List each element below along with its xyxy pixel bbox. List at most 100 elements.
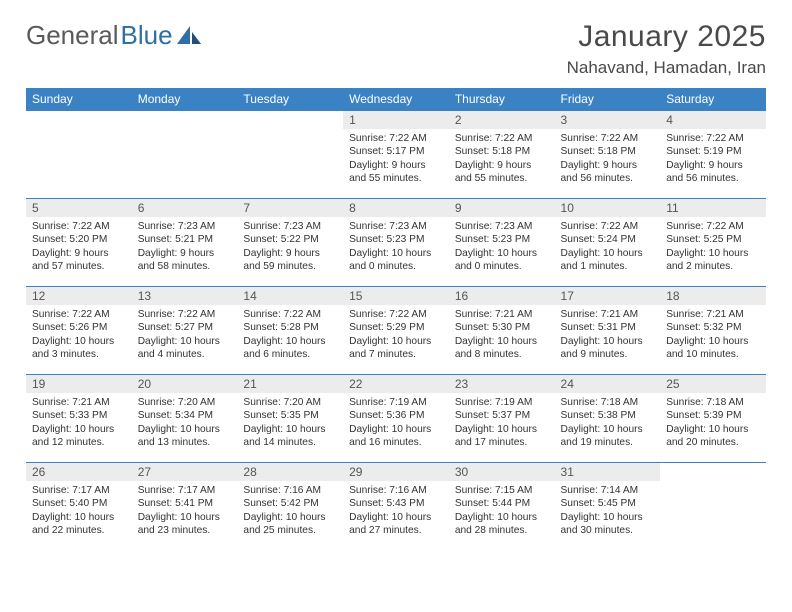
- calendar-cell: 28Sunrise: 7:16 AMSunset: 5:42 PMDayligh…: [237, 463, 343, 551]
- weekday-header: Monday: [132, 88, 238, 111]
- day-number: 29: [343, 463, 449, 481]
- calendar-cell: 7Sunrise: 7:23 AMSunset: 5:22 PMDaylight…: [237, 199, 343, 287]
- calendar-cell: 26Sunrise: 7:17 AMSunset: 5:40 PMDayligh…: [26, 463, 132, 551]
- day-detail: Sunrise: 7:22 AMSunset: 5:18 PMDaylight:…: [449, 129, 555, 190]
- header: GeneralBlue January 2025 Nahavand, Hamad…: [26, 20, 766, 78]
- day-detail: Sunrise: 7:15 AMSunset: 5:44 PMDaylight:…: [449, 481, 555, 542]
- day-number: 18: [660, 287, 766, 305]
- calendar-week-row: 19Sunrise: 7:21 AMSunset: 5:33 PMDayligh…: [26, 375, 766, 463]
- day-number: 26: [26, 463, 132, 481]
- calendar-cell: ..: [132, 111, 238, 199]
- day-number: 11: [660, 199, 766, 217]
- day-number: 13: [132, 287, 238, 305]
- day-detail: Sunrise: 7:22 AMSunset: 5:20 PMDaylight:…: [26, 217, 132, 278]
- day-number: 15: [343, 287, 449, 305]
- calendar-cell: 9Sunrise: 7:23 AMSunset: 5:23 PMDaylight…: [449, 199, 555, 287]
- calendar-cell: ..: [26, 111, 132, 199]
- calendar-cell: 5Sunrise: 7:22 AMSunset: 5:20 PMDaylight…: [26, 199, 132, 287]
- calendar-cell: 15Sunrise: 7:22 AMSunset: 5:29 PMDayligh…: [343, 287, 449, 375]
- day-number: 25: [660, 375, 766, 393]
- day-detail: Sunrise: 7:16 AMSunset: 5:42 PMDaylight:…: [237, 481, 343, 542]
- day-detail: Sunrise: 7:22 AMSunset: 5:28 PMDaylight:…: [237, 305, 343, 366]
- calendar-cell: 10Sunrise: 7:22 AMSunset: 5:24 PMDayligh…: [555, 199, 661, 287]
- day-number: 8: [343, 199, 449, 217]
- day-number: 31: [555, 463, 661, 481]
- calendar-cell: 30Sunrise: 7:15 AMSunset: 5:44 PMDayligh…: [449, 463, 555, 551]
- weekday-header: Friday: [555, 88, 661, 111]
- brand-part1: General: [26, 20, 119, 51]
- location-label: Nahavand, Hamadan, Iran: [567, 58, 766, 78]
- day-detail: Sunrise: 7:19 AMSunset: 5:36 PMDaylight:…: [343, 393, 449, 454]
- brand-logo: GeneralBlue: [26, 20, 203, 51]
- day-number: 20: [132, 375, 238, 393]
- calendar-cell: 4Sunrise: 7:22 AMSunset: 5:19 PMDaylight…: [660, 111, 766, 199]
- day-detail: Sunrise: 7:18 AMSunset: 5:39 PMDaylight:…: [660, 393, 766, 454]
- day-detail: Sunrise: 7:18 AMSunset: 5:38 PMDaylight:…: [555, 393, 661, 454]
- calendar-cell: 21Sunrise: 7:20 AMSunset: 5:35 PMDayligh…: [237, 375, 343, 463]
- calendar-cell: 6Sunrise: 7:23 AMSunset: 5:21 PMDaylight…: [132, 199, 238, 287]
- day-number: 22: [343, 375, 449, 393]
- day-detail: Sunrise: 7:21 AMSunset: 5:33 PMDaylight:…: [26, 393, 132, 454]
- day-number: 3: [555, 111, 661, 129]
- day-number: 4: [660, 111, 766, 129]
- calendar-cell: 16Sunrise: 7:21 AMSunset: 5:30 PMDayligh…: [449, 287, 555, 375]
- day-detail: Sunrise: 7:22 AMSunset: 5:17 PMDaylight:…: [343, 129, 449, 190]
- day-detail: Sunrise: 7:21 AMSunset: 5:32 PMDaylight:…: [660, 305, 766, 366]
- weekday-header-row: Sunday Monday Tuesday Wednesday Thursday…: [26, 88, 766, 111]
- day-number: 17: [555, 287, 661, 305]
- day-number: 1: [343, 111, 449, 129]
- calendar-week-row: 26Sunrise: 7:17 AMSunset: 5:40 PMDayligh…: [26, 463, 766, 551]
- day-detail: Sunrise: 7:20 AMSunset: 5:34 PMDaylight:…: [132, 393, 238, 454]
- day-detail: Sunrise: 7:22 AMSunset: 5:19 PMDaylight:…: [660, 129, 766, 190]
- title-block: January 2025 Nahavand, Hamadan, Iran: [567, 20, 766, 78]
- day-detail: Sunrise: 7:22 AMSunset: 5:25 PMDaylight:…: [660, 217, 766, 278]
- calendar-cell: 18Sunrise: 7:21 AMSunset: 5:32 PMDayligh…: [660, 287, 766, 375]
- calendar-cell: 29Sunrise: 7:16 AMSunset: 5:43 PMDayligh…: [343, 463, 449, 551]
- day-number: 21: [237, 375, 343, 393]
- day-detail: Sunrise: 7:22 AMSunset: 5:27 PMDaylight:…: [132, 305, 238, 366]
- calendar-cell: 14Sunrise: 7:22 AMSunset: 5:28 PMDayligh…: [237, 287, 343, 375]
- day-number: 5: [26, 199, 132, 217]
- day-detail: Sunrise: 7:21 AMSunset: 5:30 PMDaylight:…: [449, 305, 555, 366]
- day-number: 23: [449, 375, 555, 393]
- day-number: 10: [555, 199, 661, 217]
- day-detail: Sunrise: 7:23 AMSunset: 5:22 PMDaylight:…: [237, 217, 343, 278]
- calendar-cell: 13Sunrise: 7:22 AMSunset: 5:27 PMDayligh…: [132, 287, 238, 375]
- brand-part2: Blue: [121, 20, 173, 51]
- day-detail: Sunrise: 7:23 AMSunset: 5:23 PMDaylight:…: [343, 217, 449, 278]
- calendar-cell: 2Sunrise: 7:22 AMSunset: 5:18 PMDaylight…: [449, 111, 555, 199]
- calendar-cell: ..: [660, 463, 766, 551]
- day-number: 6: [132, 199, 238, 217]
- day-number: 7: [237, 199, 343, 217]
- day-number: 24: [555, 375, 661, 393]
- weekday-header: Thursday: [449, 88, 555, 111]
- calendar-week-row: 5Sunrise: 7:22 AMSunset: 5:20 PMDaylight…: [26, 199, 766, 287]
- calendar-cell: 1Sunrise: 7:22 AMSunset: 5:17 PMDaylight…: [343, 111, 449, 199]
- day-detail: Sunrise: 7:22 AMSunset: 5:18 PMDaylight:…: [555, 129, 661, 190]
- weekday-header: Tuesday: [237, 88, 343, 111]
- month-title: January 2025: [567, 20, 766, 54]
- day-number: 16: [449, 287, 555, 305]
- day-detail: Sunrise: 7:17 AMSunset: 5:41 PMDaylight:…: [132, 481, 238, 542]
- day-number: 30: [449, 463, 555, 481]
- day-detail: Sunrise: 7:16 AMSunset: 5:43 PMDaylight:…: [343, 481, 449, 542]
- calendar-week-row: ......1Sunrise: 7:22 AMSunset: 5:17 PMDa…: [26, 111, 766, 199]
- calendar-cell: 8Sunrise: 7:23 AMSunset: 5:23 PMDaylight…: [343, 199, 449, 287]
- day-number: 12: [26, 287, 132, 305]
- calendar-cell: 31Sunrise: 7:14 AMSunset: 5:45 PMDayligh…: [555, 463, 661, 551]
- calendar-cell: 23Sunrise: 7:19 AMSunset: 5:37 PMDayligh…: [449, 375, 555, 463]
- calendar-cell: 12Sunrise: 7:22 AMSunset: 5:26 PMDayligh…: [26, 287, 132, 375]
- day-number: 2: [449, 111, 555, 129]
- day-detail: Sunrise: 7:22 AMSunset: 5:29 PMDaylight:…: [343, 305, 449, 366]
- calendar-week-row: 12Sunrise: 7:22 AMSunset: 5:26 PMDayligh…: [26, 287, 766, 375]
- calendar-cell: 24Sunrise: 7:18 AMSunset: 5:38 PMDayligh…: [555, 375, 661, 463]
- day-number: 28: [237, 463, 343, 481]
- calendar-table: Sunday Monday Tuesday Wednesday Thursday…: [26, 88, 766, 551]
- calendar-cell: 19Sunrise: 7:21 AMSunset: 5:33 PMDayligh…: [26, 375, 132, 463]
- day-detail: Sunrise: 7:23 AMSunset: 5:21 PMDaylight:…: [132, 217, 238, 278]
- weekday-header: Wednesday: [343, 88, 449, 111]
- day-number: 19: [26, 375, 132, 393]
- day-detail: Sunrise: 7:22 AMSunset: 5:24 PMDaylight:…: [555, 217, 661, 278]
- calendar-cell: 3Sunrise: 7:22 AMSunset: 5:18 PMDaylight…: [555, 111, 661, 199]
- calendar-cell: 27Sunrise: 7:17 AMSunset: 5:41 PMDayligh…: [132, 463, 238, 551]
